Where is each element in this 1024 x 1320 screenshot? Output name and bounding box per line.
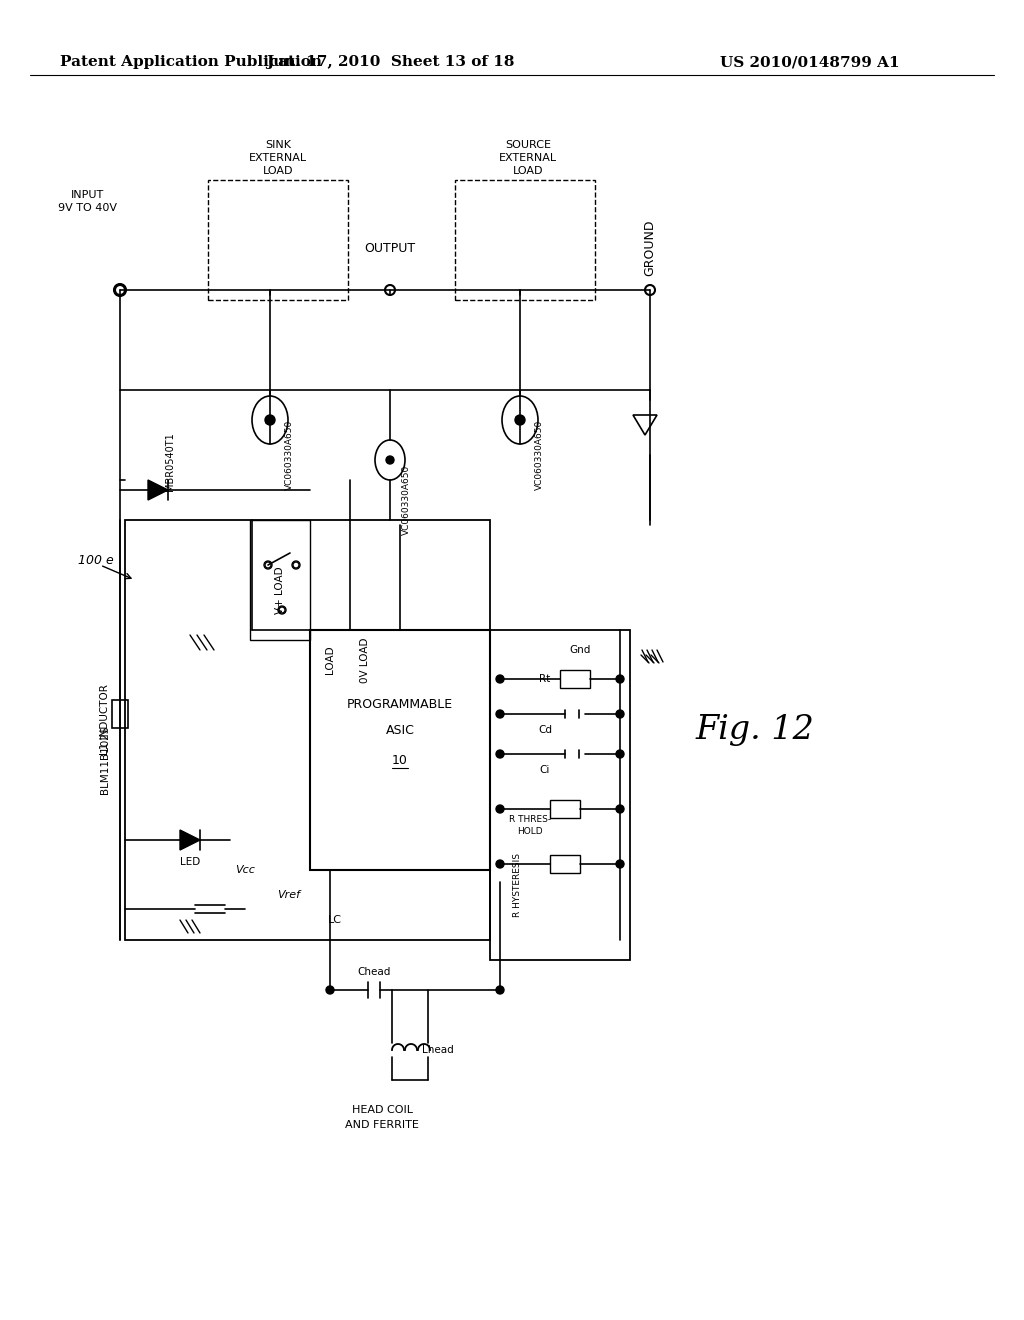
Text: LED: LED [180, 857, 200, 867]
Bar [250, 520, 310, 640]
Text: VC060330A650: VC060330A650 [285, 420, 294, 490]
Circle shape [326, 986, 334, 994]
Text: 9V TO 40V: 9V TO 40V [58, 203, 118, 213]
Bar [490, 630, 630, 960]
Text: Vcc: Vcc [236, 865, 255, 875]
Text: Fig. 12: Fig. 12 [695, 714, 814, 746]
Circle shape [496, 710, 504, 718]
Text: R THRES-: R THRES- [509, 816, 551, 825]
Text: Jun. 17, 2010  Sheet 13 of 18: Jun. 17, 2010 Sheet 13 of 18 [266, 55, 514, 69]
Circle shape [496, 675, 504, 682]
Text: Rt: Rt [540, 675, 551, 684]
Text: OUTPUT: OUTPUT [365, 242, 416, 255]
Circle shape [278, 606, 286, 614]
Circle shape [115, 285, 125, 294]
Text: 0V LOAD: 0V LOAD [360, 638, 370, 682]
Circle shape [264, 561, 272, 569]
Circle shape [616, 710, 624, 718]
Circle shape [496, 805, 504, 813]
Circle shape [292, 561, 300, 569]
Text: Gnd: Gnd [569, 645, 591, 655]
Text: HOLD: HOLD [517, 828, 543, 837]
Text: SOURCE: SOURCE [505, 140, 551, 150]
Bar [550, 855, 580, 873]
Circle shape [616, 805, 624, 813]
Bar [455, 180, 595, 300]
Polygon shape [180, 830, 200, 850]
Bar [560, 671, 590, 688]
Bar [112, 700, 128, 729]
Text: EXTERNAL: EXTERNAL [249, 153, 307, 162]
Text: LOAD: LOAD [325, 645, 335, 675]
Text: L1 INDUCTOR: L1 INDUCTOR [100, 685, 110, 755]
Bar [550, 800, 580, 818]
Bar [125, 520, 490, 940]
Circle shape [114, 284, 126, 296]
Circle shape [293, 562, 299, 568]
Circle shape [616, 750, 624, 758]
Text: LC: LC [328, 915, 342, 925]
Text: VC060330A650: VC060330A650 [402, 465, 411, 535]
Text: 100 e: 100 e [78, 553, 114, 566]
Text: HEAD COIL: HEAD COIL [351, 1105, 413, 1115]
Text: LOAD: LOAD [263, 166, 293, 176]
Text: US 2010/0148799 A1: US 2010/0148799 A1 [720, 55, 900, 69]
Text: GROUND: GROUND [643, 219, 656, 276]
Circle shape [386, 455, 394, 465]
Text: Cd: Cd [538, 725, 552, 735]
Circle shape [616, 675, 624, 682]
Text: INPUT: INPUT [72, 190, 104, 201]
Text: R HYSTERESIS: R HYSTERESIS [513, 853, 522, 917]
Circle shape [385, 285, 395, 294]
Text: MBR0540T1: MBR0540T1 [165, 433, 175, 491]
Text: Lhead: Lhead [422, 1045, 454, 1055]
Text: Patent Application Publication: Patent Application Publication [60, 55, 322, 69]
Circle shape [496, 750, 504, 758]
Text: V+ LOAD: V+ LOAD [275, 566, 285, 614]
Circle shape [616, 861, 624, 869]
Text: Chead: Chead [357, 968, 391, 977]
Text: Ci: Ci [540, 766, 550, 775]
Text: PROGRAMMABLE: PROGRAMMABLE [347, 698, 453, 711]
Text: VC060330A650: VC060330A650 [535, 420, 544, 490]
Text: 10: 10 [392, 754, 408, 767]
Text: ASIC: ASIC [386, 723, 415, 737]
Bar [310, 630, 490, 870]
Circle shape [265, 414, 275, 425]
Text: AND FERRITE: AND FERRITE [345, 1119, 419, 1130]
Circle shape [496, 861, 504, 869]
Bar [208, 180, 348, 300]
Text: LOAD: LOAD [513, 166, 544, 176]
Text: Vref: Vref [278, 890, 300, 900]
Circle shape [496, 986, 504, 994]
Text: BLM11B102S: BLM11B102S [100, 726, 110, 795]
Text: EXTERNAL: EXTERNAL [499, 153, 557, 162]
Circle shape [645, 285, 655, 294]
Text: SINK: SINK [265, 140, 291, 150]
Circle shape [515, 414, 525, 425]
Circle shape [279, 607, 285, 612]
Polygon shape [148, 480, 168, 500]
Circle shape [265, 562, 271, 568]
